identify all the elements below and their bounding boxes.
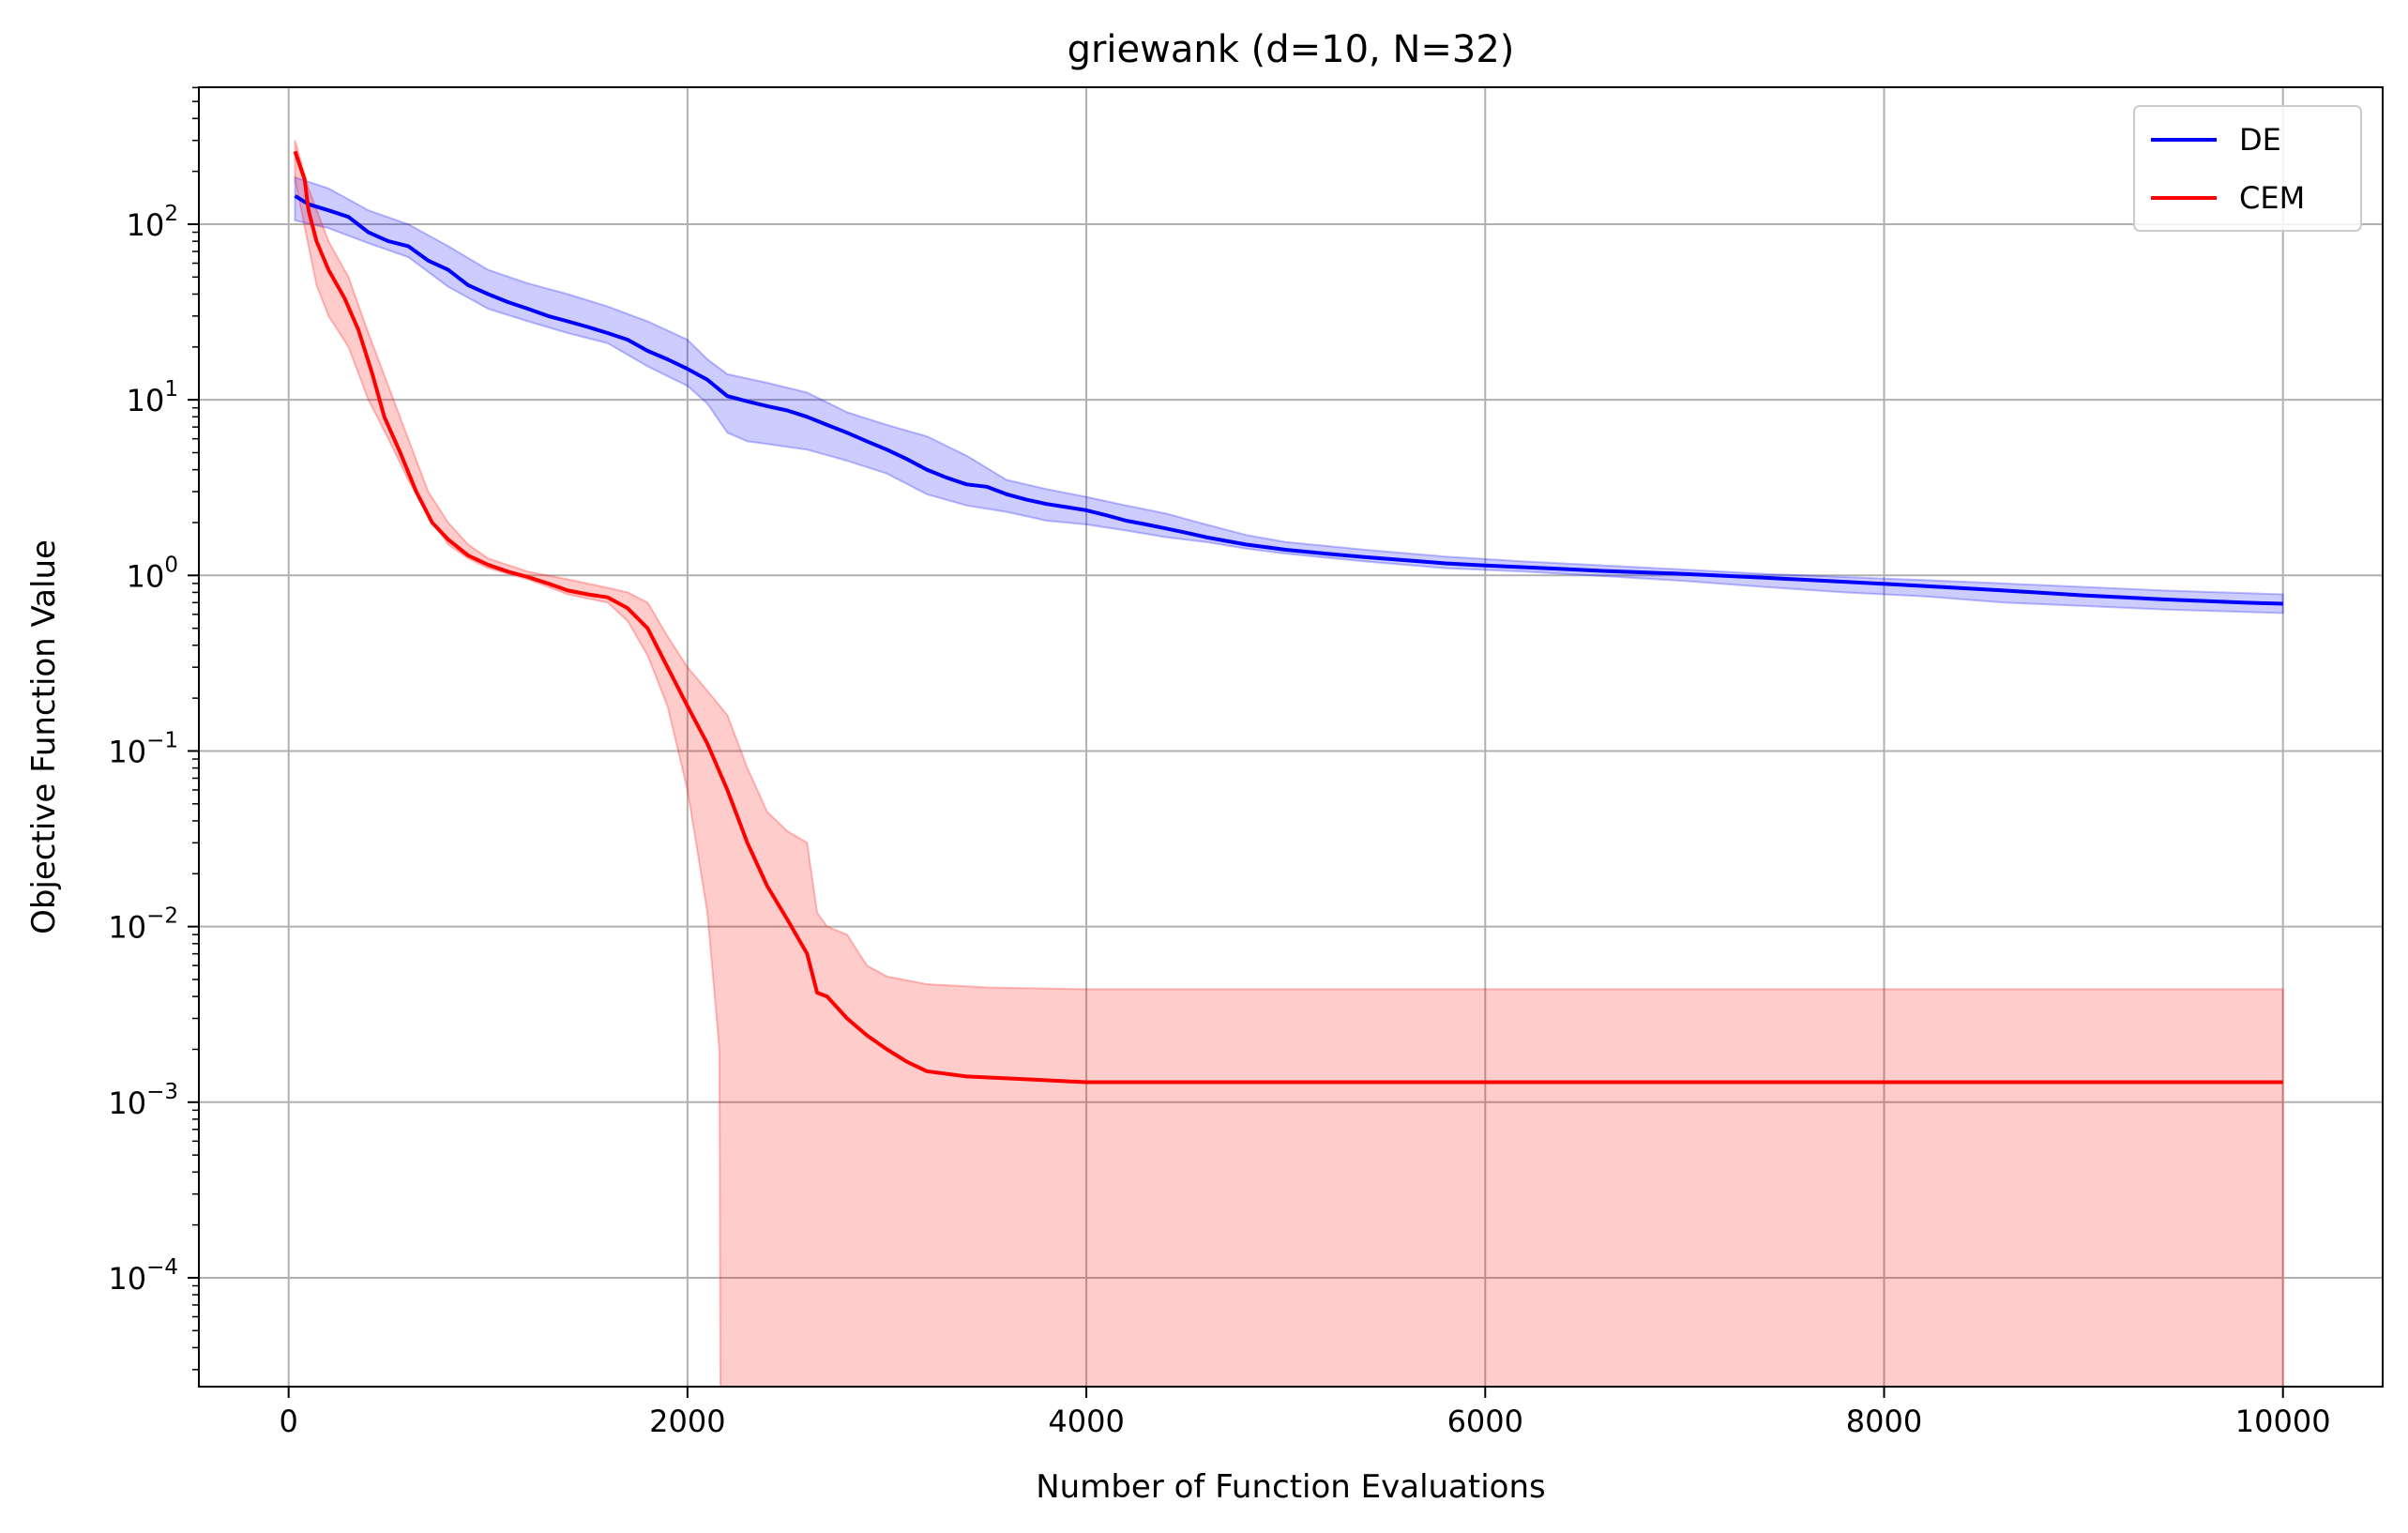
y-tick-label: 102 bbox=[127, 202, 178, 243]
y-tick-exponent: −3 bbox=[146, 1080, 178, 1104]
y-tick-label: 10−3 bbox=[108, 1080, 178, 1121]
x-tick-label: 0 bbox=[279, 1404, 297, 1439]
series-lines bbox=[293, 150, 2283, 1085]
x-tick-label: 6000 bbox=[1447, 1404, 1523, 1439]
y-tick-base: 10 bbox=[108, 734, 146, 769]
legend-label-cem: CEM bbox=[2239, 180, 2305, 216]
y-tick-label: 100 bbox=[127, 553, 178, 594]
y-tick-base: 10 bbox=[127, 383, 165, 418]
plot-area-frame bbox=[198, 86, 2384, 1388]
y-tick-exponent: −2 bbox=[146, 904, 178, 929]
y-tick-label: 101 bbox=[127, 377, 178, 418]
x-tick-label: 10000 bbox=[2235, 1404, 2331, 1439]
y-tick-label: 10−1 bbox=[108, 728, 178, 769]
y-axis-label: Objective Function Value bbox=[25, 539, 63, 934]
legend: DE CEM bbox=[2133, 105, 2362, 232]
x-tick-label: 4000 bbox=[1048, 1404, 1124, 1439]
x-axis-label: Number of Function Evaluations bbox=[1036, 1468, 1546, 1506]
y-tick-exponent: 0 bbox=[164, 553, 178, 577]
line-de bbox=[294, 194, 2283, 606]
legend-label-de: DE bbox=[2239, 122, 2281, 158]
grid bbox=[199, 87, 2383, 1387]
y-tick-exponent: 2 bbox=[164, 202, 178, 226]
y-tick-base: 10 bbox=[108, 910, 146, 946]
y-tick-exponent: −4 bbox=[146, 1255, 178, 1280]
y-tick-base: 10 bbox=[108, 1085, 146, 1121]
band-cem bbox=[294, 140, 2284, 1388]
y-tick-exponent: 1 bbox=[164, 377, 178, 402]
line-cem bbox=[293, 150, 2283, 1085]
confidence-bands bbox=[294, 140, 2284, 1388]
y-tick-base: 10 bbox=[108, 1261, 146, 1297]
x-tick-label: 8000 bbox=[1846, 1404, 1922, 1439]
y-tick-exponent: −1 bbox=[146, 728, 178, 752]
band-de bbox=[294, 175, 2284, 615]
axis-ticks: 0 2000 4000 6000 8000 1000010210110010−110−21… bbox=[108, 86, 2331, 1439]
y-tick-base: 10 bbox=[127, 558, 165, 594]
y-tick-label: 10−2 bbox=[108, 904, 178, 946]
chart-title: griewank (d=10, N=32) bbox=[1068, 28, 1515, 71]
y-tick-label: 10−4 bbox=[108, 1255, 178, 1297]
x-tick-label: 2000 bbox=[649, 1404, 725, 1439]
y-tick-base: 10 bbox=[127, 207, 165, 243]
